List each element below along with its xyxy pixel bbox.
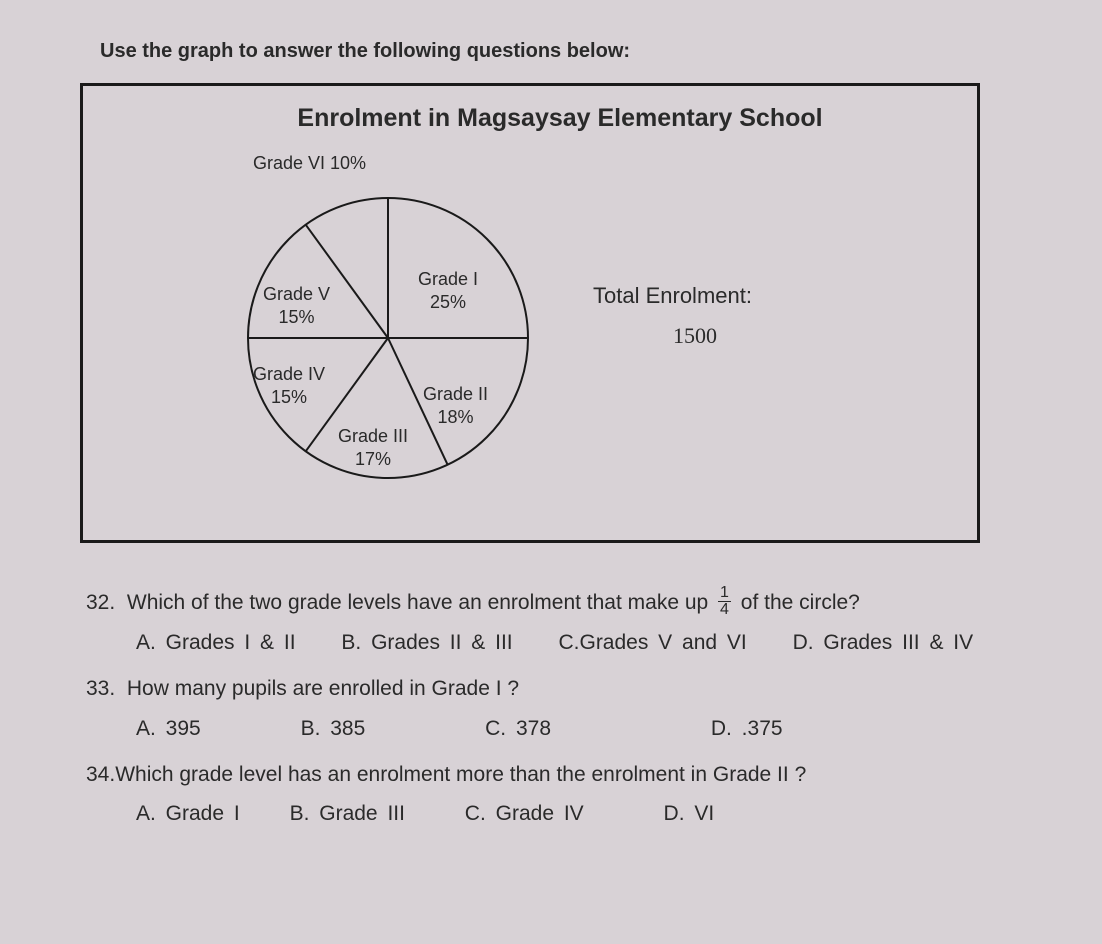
q32-number: 32. <box>86 591 115 614</box>
q32-opt-c: C.Grades V and VI <box>558 623 746 663</box>
total-enrolment-label: Total Enrolment: <box>593 283 752 309</box>
segment-label-grade-ii: Grade II18% <box>423 383 488 428</box>
q33-number: 33. <box>86 677 115 700</box>
segment-outside-label-grade-vi: Grade VI 10% <box>253 153 366 174</box>
pie-chart: Grade I25% Grade II18% Grade III17% Grad… <box>243 193 533 483</box>
q34-number: 34. <box>86 763 115 786</box>
questions-block: 32. Which of the two grade levels have a… <box>80 583 1032 834</box>
instruction-text: Use the graph to answer the following qu… <box>100 40 1032 63</box>
question-34: 34.Which grade level has an enrolment mo… <box>86 755 1032 795</box>
q32-opt-b: B. Grades II & III <box>341 623 512 663</box>
q33-text: How many pupils are enrolled in Grade I … <box>127 677 519 700</box>
q32-text-b: of the circle? <box>741 591 860 614</box>
total-enrolment-value: 1500 <box>673 323 717 349</box>
chart-title: Enrolment in Magsaysay Elementary School <box>173 104 947 133</box>
q34-opt-d: D. VI <box>664 794 715 834</box>
question-33: 33. How many pupils are enrolled in Grad… <box>86 669 1032 709</box>
segment-label-grade-i: Grade I25% <box>418 268 478 313</box>
q34-opt-a: A. Grade I <box>136 794 240 834</box>
q33-options: A. 395 B. 385 C. 378 D. .375 <box>86 709 1032 749</box>
q34-text: Which grade level has an enrolment more … <box>115 763 806 786</box>
chart-area: Grade VI 10% Grade I25% Gra <box>113 133 947 513</box>
segment-label-grade-iii: Grade III17% <box>338 425 408 470</box>
chart-container: Enrolment in Magsaysay Elementary School… <box>80 83 980 543</box>
q34-opt-b: B. Grade III <box>290 794 405 834</box>
q33-opt-b: B. 385 <box>301 709 366 749</box>
q32-opt-d: D. Grades III & IV <box>793 623 974 663</box>
fraction-1-4: 14 <box>718 585 731 618</box>
q33-opt-c: C. 378 <box>485 709 551 749</box>
q34-options: A. Grade I B. Grade III C. Grade IV D. V… <box>86 794 1032 834</box>
segment-label-grade-iv: Grade IV15% <box>253 363 325 408</box>
segment-label-grade-v: Grade V15% <box>263 283 330 328</box>
q32-text-a: Which of the two grade levels have an en… <box>127 591 708 614</box>
q33-opt-a: A. 395 <box>136 709 201 749</box>
question-32: 32. Which of the two grade levels have a… <box>86 583 1032 623</box>
q33-opt-d: D. .375 <box>711 709 783 749</box>
q32-opt-a: A. Grades I & II <box>136 623 296 663</box>
q34-opt-c: C. Grade IV <box>465 794 584 834</box>
worksheet-page: Use the graph to answer the following qu… <box>0 0 1102 864</box>
q32-options: A. Grades I & II B. Grades II & III C.Gr… <box>86 623 1032 663</box>
